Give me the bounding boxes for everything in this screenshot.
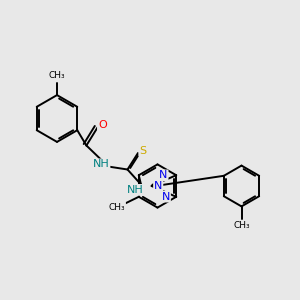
Text: S: S — [139, 146, 146, 156]
Text: N: N — [159, 170, 168, 180]
Text: N: N — [162, 192, 170, 202]
Text: NH: NH — [127, 185, 144, 195]
Text: CH₃: CH₃ — [233, 221, 250, 230]
Text: CH₃: CH₃ — [49, 71, 65, 80]
Text: O: O — [98, 119, 107, 130]
Text: NH: NH — [93, 159, 110, 170]
Text: N: N — [154, 181, 162, 191]
Text: CH₃: CH₃ — [109, 202, 125, 211]
